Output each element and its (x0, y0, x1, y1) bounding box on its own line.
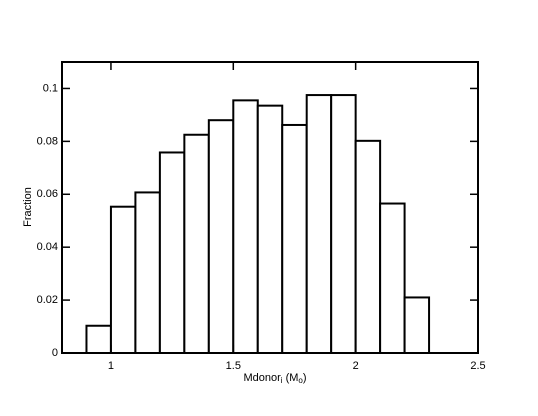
bar (85, 324, 112, 355)
bar (330, 94, 357, 355)
x-tick-label: 1 (108, 360, 114, 372)
y-tick-label: 0.02 (37, 294, 58, 306)
x-tick-label: 2 (353, 360, 359, 372)
y-tick-label: 0.1 (43, 82, 58, 94)
bar (354, 139, 382, 354)
bar (207, 119, 235, 354)
y-axis-label: Fraction (22, 187, 34, 227)
y-tick-label: 0 (52, 347, 58, 359)
x-tick-label: 1.5 (226, 360, 241, 372)
bar (256, 104, 284, 355)
x-axis-label: Mdonori (Mo) (243, 372, 306, 385)
bar (183, 133, 210, 354)
bar (305, 94, 333, 355)
y-tick-label: 0.04 (37, 241, 58, 253)
bar (281, 123, 308, 354)
bar (379, 202, 406, 354)
x-tick-label: 2.5 (470, 360, 485, 372)
y-tick-label: 0.08 (37, 135, 58, 147)
y-tick-label: 0.06 (37, 188, 58, 200)
bar (134, 191, 161, 354)
bar (232, 99, 259, 355)
bar (403, 296, 431, 355)
bar (158, 151, 186, 354)
bar (109, 205, 137, 354)
